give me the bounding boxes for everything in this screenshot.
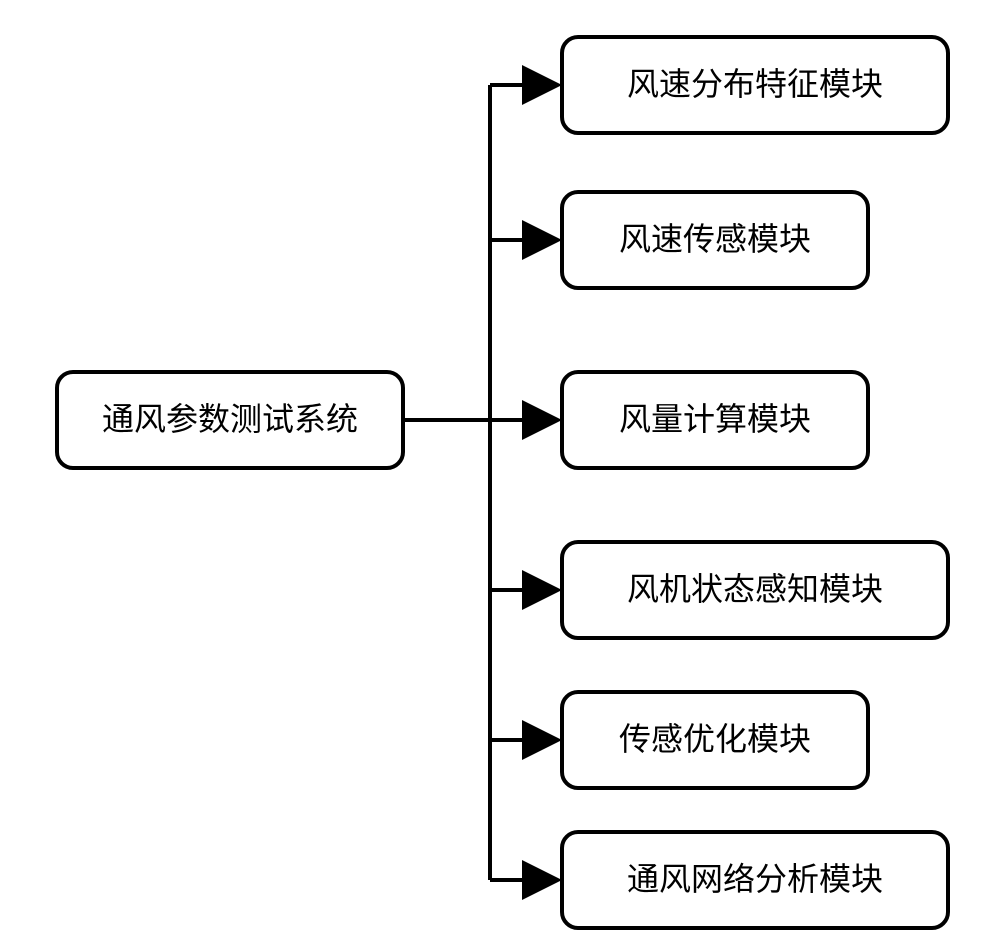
node-child-3: 风机状态感知模块	[560, 540, 950, 640]
node-label: 风速传感模块	[619, 219, 811, 261]
node-label: 风量计算模块	[619, 399, 811, 441]
node-child-1: 风速传感模块	[560, 190, 870, 290]
node-child-2: 风量计算模块	[560, 370, 870, 470]
node-label: 风速分布特征模块	[627, 64, 883, 106]
node-label: 通风网络分析模块	[627, 859, 883, 901]
node-child-5: 通风网络分析模块	[560, 830, 950, 930]
node-label: 风机状态感知模块	[627, 569, 883, 611]
node-label: 传感优化模块	[619, 719, 811, 761]
connector-lines	[0, 0, 1000, 944]
node-child-0: 风速分布特征模块	[560, 35, 950, 135]
node-root: 通风参数测试系统	[55, 370, 405, 470]
diagram-container: 通风参数测试系统 风速分布特征模块风速传感模块风量计算模块风机状态感知模块传感优化…	[0, 0, 1000, 944]
node-child-4: 传感优化模块	[560, 690, 870, 790]
node-label: 通风参数测试系统	[102, 399, 358, 441]
